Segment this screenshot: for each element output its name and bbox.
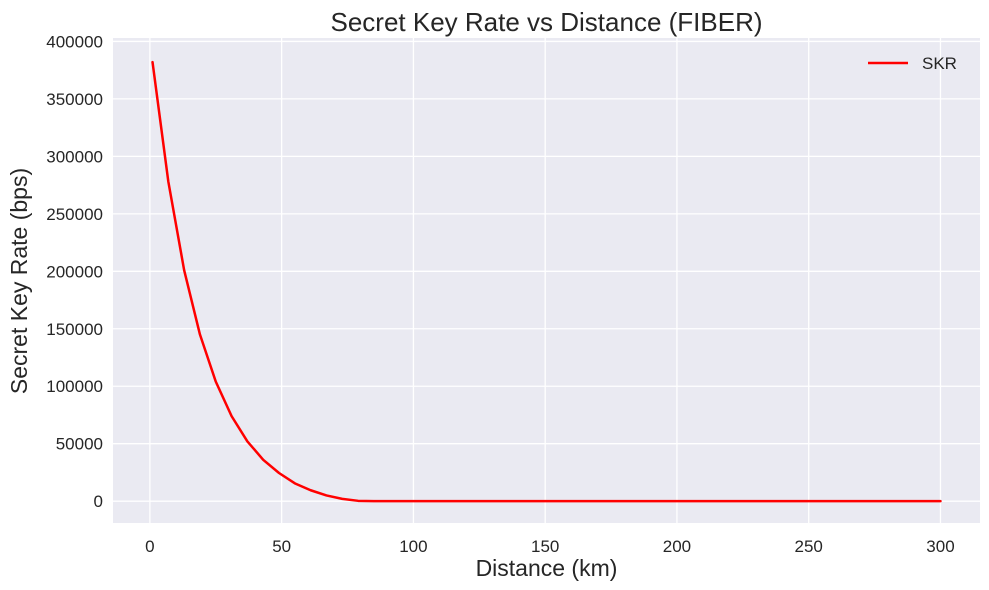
y-tick-label: 0 [94,492,103,511]
y-axis-title: Secret Key Rate (bps) [6,168,32,394]
plot-background [113,38,980,523]
x-tick-label: 150 [531,537,559,556]
legend-label-skr: SKR [922,54,957,73]
chart-title: Secret Key Rate vs Distance (FIBER) [330,7,762,37]
y-tick-labels: 0 50000 100000 150000 200000 250000 300000 3500… [46,32,103,511]
y-tick-label: 50000 [56,435,103,454]
x-tick-label: 0 [145,537,154,556]
y-tick-label: 150000 [46,320,103,339]
y-tick-label: 200000 [46,262,103,281]
y-tick-label: 350000 [46,90,103,109]
x-tick-label: 100 [399,537,427,556]
x-tick-label: 250 [795,537,823,556]
y-tick-label: 100000 [46,377,103,396]
series-line-skr [151,60,942,503]
y-tick-label: 250000 [46,205,103,224]
x-tick-label: 300 [926,537,954,556]
y-tick-label: 300000 [46,147,103,166]
legend: SKR [868,54,957,73]
y-tick-label: 400000 [46,32,103,51]
x-tick-labels: 0 50 100 150 200 250 300 [145,537,954,556]
grid-lines [113,38,980,523]
x-tick-label: 50 [272,537,291,556]
x-tick-label: 200 [663,537,691,556]
series-layer [151,60,942,503]
x-axis-title: Distance (km) [476,555,618,581]
